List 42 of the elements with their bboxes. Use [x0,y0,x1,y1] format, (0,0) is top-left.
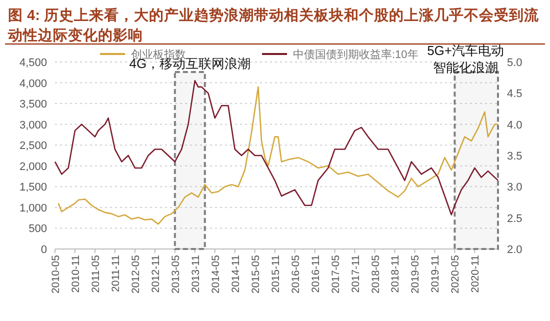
x-tick-label: 2020-11 [470,254,482,293]
y-tick-label: 0 [40,244,47,256]
x-tick-label: 2010-11 [70,254,82,293]
x-tick-label: 2019-11 [430,254,442,293]
x-tick-label: 2018-11 [390,254,402,293]
y2-tick-label: 2.0 [507,244,522,256]
band-label: 5G+汽车电动智能化浪潮 [427,43,504,75]
y2-tick-label: 4.5 [507,88,522,100]
y-tick-label: 1,000 [19,202,47,214]
y2-tick-label: 5.0 [507,57,522,69]
x-tick-label: 2014-11 [230,254,242,293]
x-tick-label: 2012-11 [150,254,162,293]
x-tick-label: 2016-05 [290,254,302,294]
x-tick-label: 2012-05 [130,254,142,294]
y-tick-label: 3,000 [19,119,47,132]
x-tick-label: 2017-05 [330,254,342,294]
legend-label: 中债国债到期收益率:10年 [293,48,418,61]
x-tick-label: 2011-11 [110,254,122,292]
y-tick-label: 2,500 [19,140,47,152]
x-tick-label: 2020-05 [450,254,462,294]
y2-tick-label: 3.0 [507,182,522,194]
chart-title: 图 4: 历史上来看，大的产业趋势浪潮带动相关板块和个股的上涨几乎不会受到流动性边际变化的影响 [7,6,540,44]
y2-tick-label: 2.5 [507,212,522,225]
y-tick-label: 3,500 [19,98,47,111]
x-tick-label: 2011-05 [90,254,102,293]
y2-tick-label: 3.5 [507,150,522,162]
x-tick-label: 2013-05 [170,254,182,294]
y-tick-label: 2,000 [19,160,47,173]
y2-tick-label: 4.0 [507,119,522,132]
x-tick-label: 2016-11 [310,254,322,293]
y-tick-label: 500 [28,223,47,236]
x-tick-label: 2018-05 [370,254,382,294]
x-tick-label: 2014-05 [210,254,222,294]
y-tick-label: 4,000 [19,78,47,90]
x-tick-label: 2015-05 [250,254,262,294]
x-tick-label: 2015-11 [270,254,282,293]
x-tick-label: 2013-11 [190,254,202,293]
x-tick-label: 2010-05 [50,254,62,294]
x-tick-label: 2017-11 [350,254,362,293]
y-tick-label: 4,500 [19,57,47,69]
y-tick-label: 1,500 [19,182,47,194]
x-tick-label: 2019-05 [410,254,422,294]
